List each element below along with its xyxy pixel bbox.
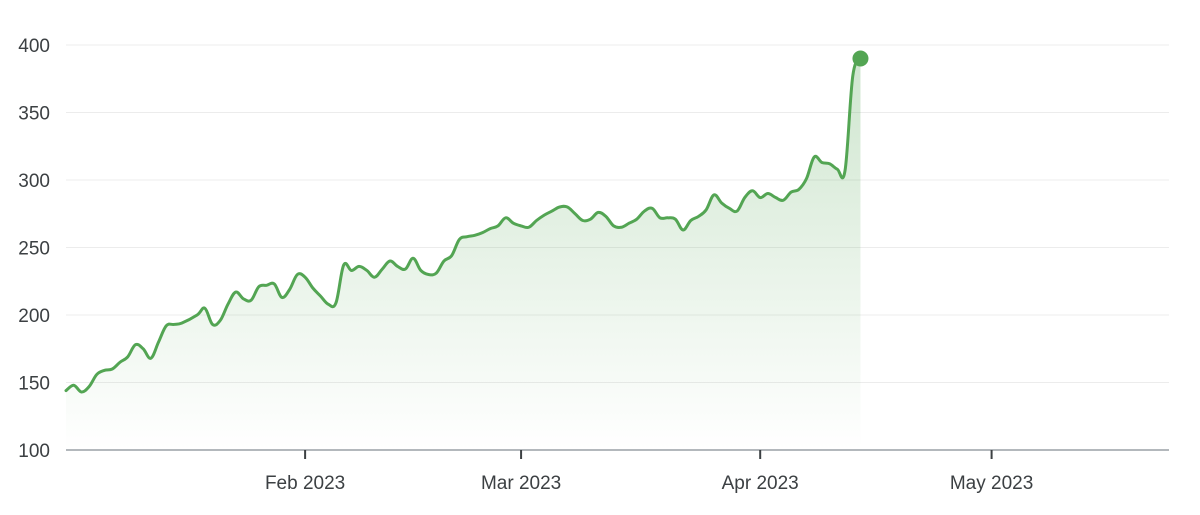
y-tick-label: 400 (18, 36, 50, 57)
y-tick-label: 300 (18, 171, 50, 192)
y-tick-label: 250 (18, 239, 50, 260)
x-axis: Feb 2023 Mar 2023 Apr 2023 May 2023 (66, 449, 1169, 494)
y-axis: 100 150 200 250 300 350 400 (18, 36, 50, 462)
x-tick-label: Mar 2023 (481, 473, 561, 494)
y-tick-label: 200 (18, 306, 50, 327)
series-area-fill (66, 58, 861, 450)
series-group (64, 50, 869, 450)
last-point-marker[interactable] (852, 50, 869, 67)
x-tick-label: Feb 2023 (265, 473, 345, 494)
series-line (64, 57, 862, 394)
y-tick-label: 100 (18, 441, 50, 462)
x-tick-label: May 2023 (950, 473, 1033, 494)
x-tick-label: Apr 2023 (722, 473, 799, 494)
y-tick-label: 350 (18, 104, 50, 125)
y-tick-label: 150 (18, 374, 50, 395)
